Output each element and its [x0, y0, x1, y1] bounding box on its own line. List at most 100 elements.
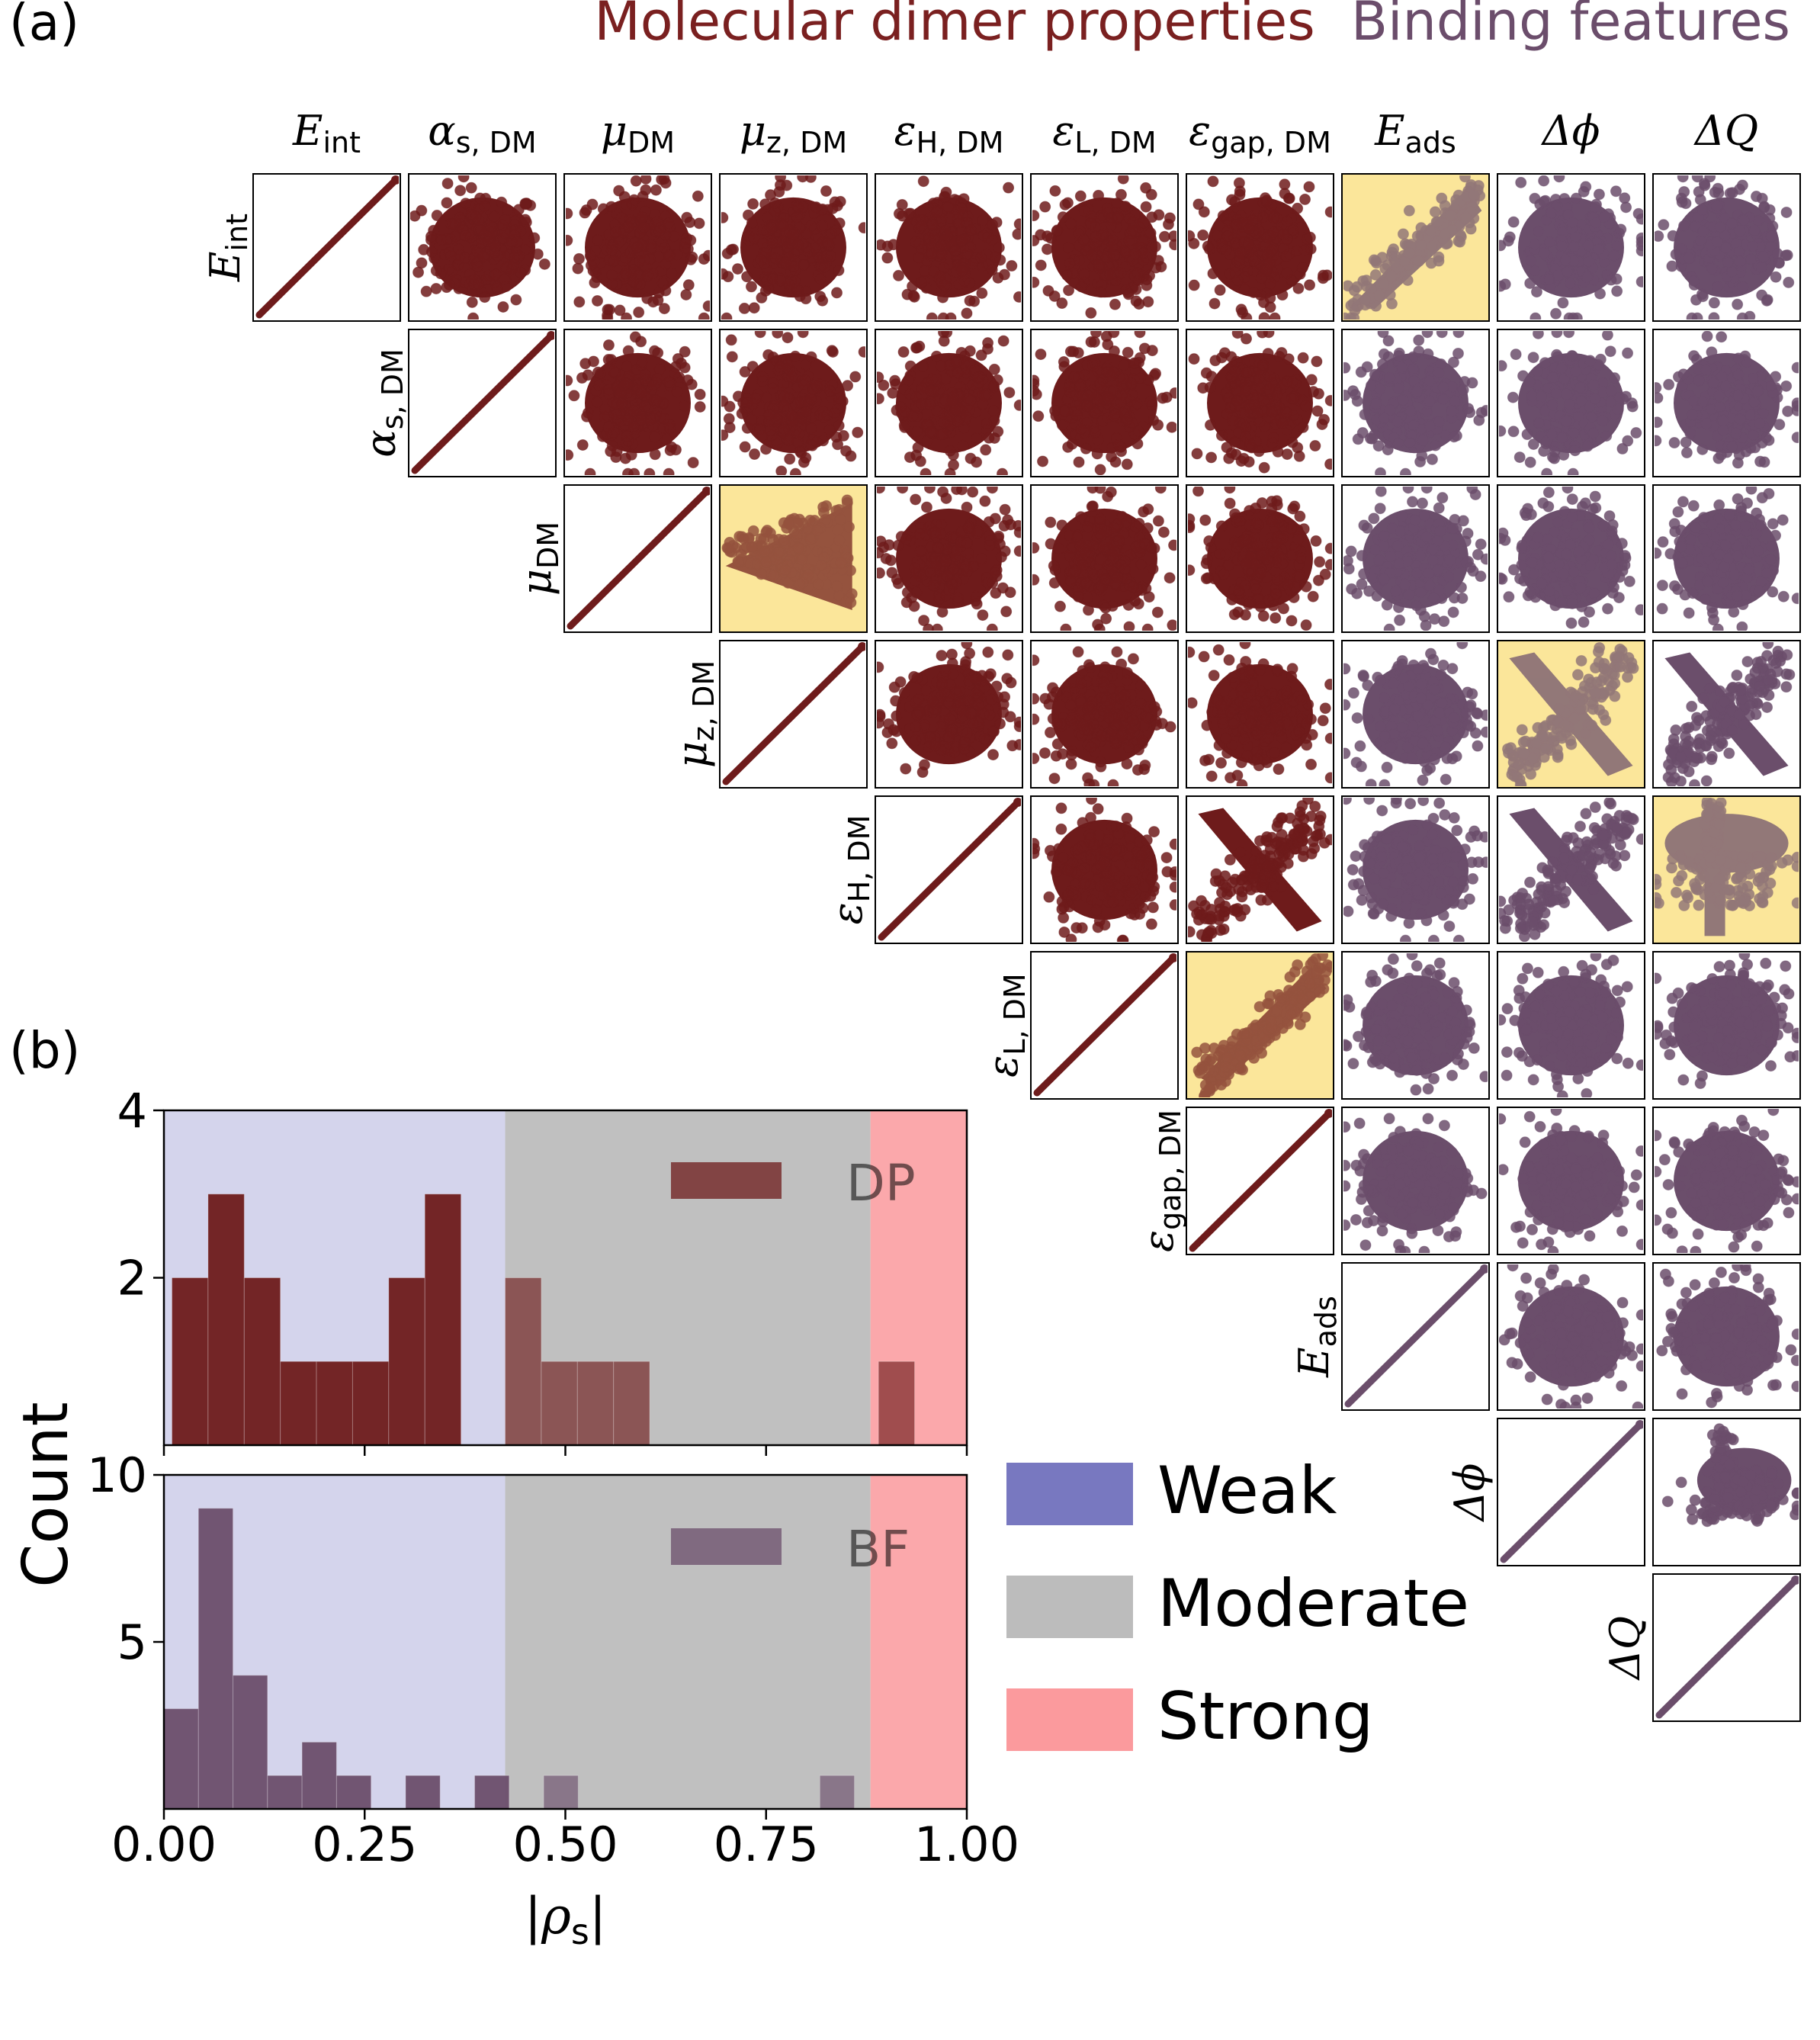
histogram-dp: DP 2 4 — [117, 1083, 968, 1456]
xtick-label-4: 1.00 — [914, 1817, 1019, 1872]
row-label-5: εL, DM — [979, 973, 1032, 1077]
hist-bar-dp-11 — [613, 1361, 650, 1446]
scatter-cell-5-5 — [1030, 951, 1179, 1100]
scatter-cell-1-9 — [1652, 329, 1801, 477]
scatter-cell-3-4 — [875, 640, 1023, 789]
scatter-cell-0-9 — [1652, 173, 1801, 322]
scatter-cell-1-7 — [1341, 329, 1490, 477]
series-label-dp: DP — [846, 1154, 916, 1213]
hist-bar-bf-6 — [405, 1775, 441, 1810]
row-label-6: εgap, DM — [1135, 1110, 1187, 1252]
scatter-cell-5-9 — [1652, 951, 1801, 1100]
row-labels: Eint αs, DM μDM μz, DM εH, DM εL, DM εgap, DM E… — [201, 214, 1649, 1681]
scatter-cell-1-2 — [563, 329, 712, 477]
panel-b-label: (b) — [9, 1021, 80, 1080]
hist-bar-dp-12 — [878, 1361, 916, 1446]
row-label-7: Eads — [1290, 1296, 1343, 1378]
scatter-cell-6-6 — [1186, 1107, 1334, 1255]
hist-xlabel: |ρs| — [525, 1887, 606, 1952]
scatter-cell-5-6 — [1186, 951, 1334, 1100]
scatter-cell-8-9 — [1652, 1418, 1801, 1566]
hist-bar-bf-3 — [267, 1775, 303, 1810]
row-label-3: μz, DM — [668, 660, 721, 768]
scatter-cell-0-5 — [1030, 173, 1179, 322]
scatter-cell-1-3 — [719, 329, 868, 477]
scatter-cell-5-7 — [1341, 951, 1490, 1100]
ytick-label: 4 — [117, 1083, 147, 1139]
hist-bar-dp-8 — [505, 1277, 542, 1446]
hist-bar-bf-4 — [301, 1741, 337, 1810]
scatter-cell-1-8 — [1497, 329, 1645, 477]
column-label-8: Δϕ — [1541, 107, 1600, 155]
scatter-matrix — [252, 173, 1801, 1722]
scatter-cell-1-6 — [1186, 329, 1334, 477]
count-ylabel: Count — [10, 1402, 82, 1588]
scatter-cell-4-6 — [1186, 795, 1334, 944]
legend-label-moderate: Moderate — [1157, 1566, 1469, 1642]
series-swatch-dp — [671, 1162, 782, 1199]
legend-label-weak: Weak — [1157, 1453, 1337, 1529]
scatter-cell-0-3 — [719, 173, 868, 322]
legend-swatch-moderate — [1006, 1576, 1133, 1638]
scatter-cell-1-5 — [1030, 329, 1179, 477]
row-label-1: αs, DM — [357, 349, 409, 457]
ytick-label: 2 — [117, 1251, 147, 1306]
row-label-0: Eint — [201, 214, 254, 282]
scatter-cell-3-7 — [1341, 640, 1490, 789]
scatter-cell-7-8 — [1497, 1262, 1645, 1411]
hist-bar-bf-7 — [474, 1775, 510, 1810]
hist-bar-bf-8 — [543, 1775, 579, 1810]
scatter-cell-7-9 — [1652, 1262, 1801, 1411]
hist-bar-bf-9 — [819, 1775, 855, 1810]
scatter-cell-4-8 — [1497, 795, 1645, 944]
scatter-cell-2-6 — [1186, 484, 1334, 633]
scatter-cell-9-9 — [1652, 1573, 1801, 1722]
scatter-cell-3-8 — [1497, 640, 1645, 789]
scatter-cell-4-4 — [875, 795, 1023, 944]
hist-bar-bf-0 — [163, 1708, 199, 1810]
scatter-cell-2-3 — [719, 484, 868, 633]
bf-group-title: Binding features — [1351, 0, 1790, 53]
column-label-5: εL, DM — [1052, 107, 1156, 159]
row-label-2: μDM — [512, 522, 565, 596]
hist-bar-dp-5 — [351, 1361, 390, 1446]
xtick-label-1: 0.25 — [312, 1817, 417, 1872]
legend-swatch-weak — [1006, 1463, 1133, 1525]
scatter-cell-6-9 — [1652, 1107, 1801, 1255]
xtick-label-2: 0.50 — [512, 1817, 618, 1872]
hist-bar-dp-2 — [243, 1277, 281, 1446]
scatter-cell-4-5 — [1030, 795, 1179, 944]
scatter-cell-6-7 — [1341, 1107, 1490, 1255]
scatter-cell-8-8 — [1497, 1418, 1645, 1566]
scatter-cell-2-4 — [875, 484, 1023, 633]
legend-swatch-strong — [1006, 1688, 1133, 1751]
column-label-2: μDM — [601, 107, 675, 159]
column-label-7: Eads — [1374, 107, 1456, 159]
scatter-cell-0-2 — [563, 173, 712, 322]
scatter-cell-3-6 — [1186, 640, 1334, 789]
hist-bar-dp-0 — [172, 1277, 209, 1446]
scatter-cell-0-8 — [1497, 173, 1645, 322]
hist-bar-dp-7 — [424, 1193, 462, 1446]
panel-a-label: (a) — [9, 0, 79, 52]
scatter-cell-3-9 — [1652, 640, 1801, 789]
scatter-cell-6-8 — [1497, 1107, 1645, 1255]
hist-bar-bf-1 — [197, 1508, 234, 1810]
hist-bar-dp-3 — [280, 1361, 317, 1446]
scatter-cell-1-4 — [875, 329, 1023, 477]
scatter-cell-5-8 — [1497, 951, 1645, 1100]
hist-bar-bf-5 — [335, 1775, 372, 1810]
histogram-bf: BF 5 10 0.00 0.25 0.50 0.75 1.00 |ρs| — [87, 1447, 1019, 1952]
column-label-0: Eint — [292, 107, 361, 159]
scatter-cell-4-9 — [1652, 795, 1801, 944]
legend-label-strong: Strong — [1157, 1679, 1374, 1755]
scatter-cell-0-4 — [875, 173, 1023, 322]
scatter-cell-2-7 — [1341, 484, 1490, 633]
hist-bar-dp-1 — [207, 1193, 245, 1446]
legend: Weak Moderate Strong — [1006, 1453, 1469, 1755]
scatter-cell-0-1 — [408, 173, 557, 322]
column-label-4: εH, DM — [894, 107, 1004, 159]
column-labels: Eint αs, DM μDM μz, DM εH, DM εL, DM εgap, DM E… — [292, 107, 1758, 159]
column-label-3: μz, DM — [740, 107, 847, 159]
zone-moderate — [505, 1475, 871, 1809]
